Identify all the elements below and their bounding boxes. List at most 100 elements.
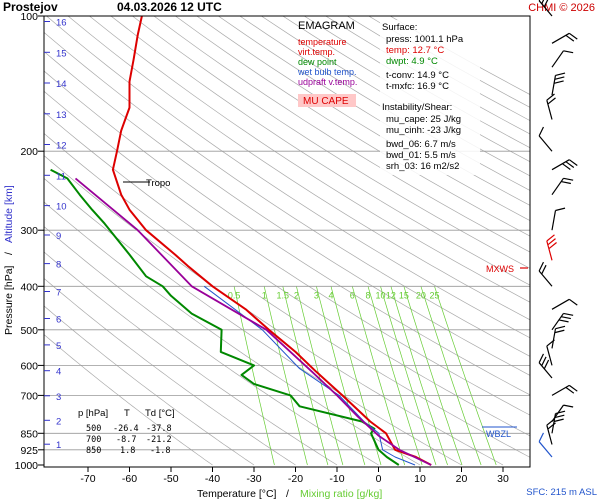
dry-adiabat (44, 31, 530, 357)
wind-barb (551, 50, 574, 68)
tropo-label: Tropo (146, 178, 170, 189)
altitude-tick-label: 5 (56, 341, 61, 352)
surface-title: Surface: (382, 22, 417, 33)
x-axis-separator: / (286, 488, 289, 500)
x-axis-mix-label: Mixing ratio [g/kg] (300, 488, 382, 500)
dry-adiabat (196, 16, 530, 221)
dry-adiabat (110, 16, 530, 286)
mixing-ratio-label: 1 (262, 290, 267, 300)
table-row-700-td: -21.2 (146, 435, 172, 445)
series-group (50, 16, 432, 466)
mixing-ratio-label: 3 (314, 290, 319, 300)
x-tick-label: 20 (456, 473, 468, 485)
tropopause-marker: Tropo (123, 178, 170, 189)
wind-barb (551, 32, 578, 44)
mu-cape-value: mu_cape: 25 J/kg (386, 114, 461, 125)
mixing-ratio-label: 25 (429, 290, 439, 300)
dry-adiabat (89, 16, 530, 303)
srh-03-value: srh_03: 16 m2/s2 (386, 161, 459, 172)
bwd-06-value: bwd_06: 6.7 m/s (386, 139, 456, 150)
sfc-label: SFC: 215 m ASL (526, 487, 597, 498)
table-row-500-t: -26.4 (113, 424, 139, 434)
legend-virt-temp: virt.temp. (298, 47, 335, 57)
altitude-tick-label: 6 (56, 315, 61, 326)
mixing-ratio-label: 15 (399, 290, 409, 300)
y-axis-pressure-label: Pressure [hPa] (3, 265, 15, 335)
station-name: Prostejov (3, 0, 58, 14)
mixing-ratio-label: 2 (294, 290, 299, 300)
x-tick-label: -60 (122, 473, 137, 485)
surface-panel (380, 20, 480, 175)
mixing-ratio-label: 6 (350, 290, 355, 300)
pressure-tick-label: 600 (20, 360, 38, 372)
y-axis-alt-label: Altitude [km] (3, 185, 15, 243)
altitude-tick-label: 16 (56, 18, 67, 29)
surface-info: Surface: press: 1001.1 hPa temp: 12.7 °C… (380, 20, 480, 175)
credit: CHMI © 2026 (528, 2, 595, 14)
datetime: 04.03.2026 12 UTC (117, 0, 222, 14)
mu-cape-label: MU CAPE (303, 96, 349, 107)
mixing-ratio-label: 20 (416, 290, 426, 300)
instability-title: Instability/Shear: (382, 102, 452, 113)
table-row-500-td: -37.8 (146, 424, 172, 434)
surface-press: press: 1001.1 hPa (386, 34, 464, 45)
wind-barb (551, 207, 566, 231)
wind-barb (551, 298, 578, 310)
mu-cinh-value: mu_cinh: -23 J/kg (386, 125, 461, 136)
altitude-tick-label: 9 (56, 231, 61, 242)
wind-barb (551, 159, 578, 171)
altitude-tick-label: 11 (56, 171, 66, 182)
surface-tmxfc: t-mxfc: 16.9 °C (386, 81, 449, 92)
wbzl-label: WBZL (486, 429, 511, 439)
dry-adiabat (153, 16, 530, 253)
y-axis-separator: / (3, 252, 15, 255)
pressure-tick-label: 100 (20, 11, 38, 23)
altitude-tick-label: 1 (56, 440, 61, 451)
x-axis-ticks: -70 -60 -50 -40 -30 -20 -10 0 10 20 30 (80, 467, 509, 485)
pressure-tick-label: 300 (20, 225, 38, 237)
dry-adiabat (218, 16, 530, 206)
altitude-tick-label: 3 (56, 392, 61, 403)
mixing-ratio-label: 12 (386, 290, 396, 300)
wind-barb (546, 234, 557, 261)
bwd-01-value: bwd_01: 5.5 m/s (386, 150, 456, 161)
pressure-tick-label: 500 (20, 325, 38, 337)
pressure-tick-label: 200 (20, 146, 38, 158)
wind-barb (551, 325, 566, 349)
table-header-p: p [hPa] (78, 408, 108, 419)
table-header-t: T (124, 408, 130, 419)
x-tick-label: -50 (163, 473, 178, 485)
y-axis-title: Pressure [hPa] / Altitude [km] (3, 185, 15, 335)
mixing-ratio-label: 1.5 (277, 290, 290, 300)
x-tick-label: -10 (329, 473, 344, 485)
series-udpraft-v-temp (74, 177, 432, 466)
dry-adiabat (44, 51, 530, 376)
altitude-tick-label: 4 (56, 367, 61, 378)
x-tick-label: -20 (288, 473, 303, 485)
dry-adiabat (44, 70, 530, 396)
wind-barb (551, 384, 578, 396)
mixing-ratio-label: 8 (365, 290, 370, 300)
wind-barbs (538, 0, 578, 458)
altitude-tick-label: 10 (56, 202, 67, 213)
altitude-tick-label: 8 (56, 260, 61, 271)
surface-temp: temp: 12.7 °C (386, 45, 444, 56)
x-tick-label: 10 (414, 473, 426, 485)
altitude-tick-label: 12 (56, 141, 67, 152)
table-row-700-t: -8.7 (116, 435, 136, 445)
altitude-tick-label: 2 (56, 416, 61, 427)
table-row-850-p: 850 (86, 446, 101, 456)
wbzl-marker: WBZL (482, 426, 517, 439)
table-row-500-p: 500 (86, 424, 101, 434)
pressure-tick-label: 1000 (15, 460, 39, 472)
series-temperature (111, 16, 432, 466)
legend-title: EMAGRAM (298, 20, 355, 32)
altitude-tick-label: 14 (56, 79, 67, 90)
legend-temperature: temperature (298, 37, 347, 47)
wind-barb (551, 404, 574, 422)
x-tick-label: -30 (246, 473, 261, 485)
x-axis-title: Temperature [°C] / Mixing ratio [g/kg] (197, 488, 382, 500)
legend-wet-bulb: wet bulb temp. (297, 67, 357, 77)
table-row-700-p: 700 (86, 435, 101, 445)
